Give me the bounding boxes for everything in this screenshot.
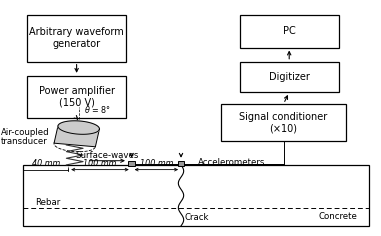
Bar (240, 15, 339, 48)
Text: Power amplifier
(150 V): Power amplifier (150 V) (38, 86, 115, 108)
Bar (24, 165, 369, 226)
Text: $\theta$ = 8°: $\theta$ = 8° (84, 104, 111, 115)
Bar (128, 161, 135, 166)
Text: Accelerometers: Accelerometers (198, 158, 266, 167)
Text: Concrete: Concrete (319, 212, 357, 221)
Bar (240, 62, 339, 92)
Text: Crack: Crack (185, 213, 209, 222)
Text: transducer: transducer (1, 137, 48, 146)
Bar (27, 76, 126, 118)
Text: Signal conditioner
(×10): Signal conditioner (×10) (239, 112, 328, 134)
Text: Rebar: Rebar (35, 198, 60, 207)
Text: 100 mm: 100 mm (140, 159, 173, 168)
Text: Air-coupled: Air-coupled (1, 128, 49, 137)
Text: 100 mm: 100 mm (83, 159, 117, 168)
Polygon shape (58, 121, 99, 134)
Text: Arbitrary waveform
generator: Arbitrary waveform generator (29, 27, 124, 49)
Bar (221, 104, 346, 141)
Text: Digitizer: Digitizer (269, 72, 310, 82)
Text: Surface-waves: Surface-waves (76, 151, 139, 160)
Text: PC: PC (283, 26, 296, 36)
Text: 40 mm: 40 mm (32, 159, 60, 168)
Bar (27, 15, 126, 62)
Polygon shape (54, 126, 99, 147)
Bar (178, 161, 184, 166)
